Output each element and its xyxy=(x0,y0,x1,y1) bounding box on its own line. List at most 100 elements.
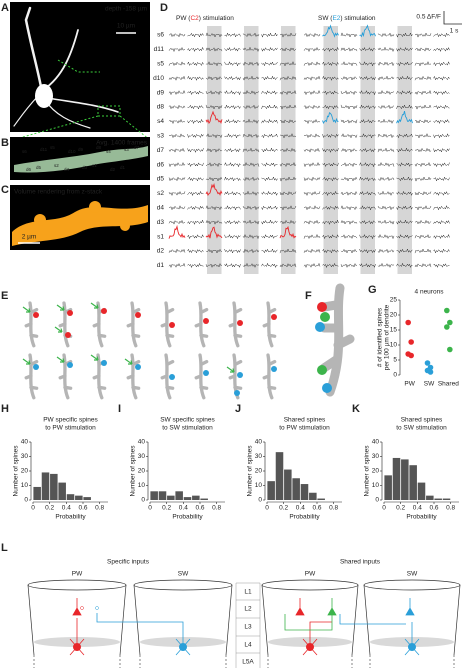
panel-label: B xyxy=(1,137,9,149)
spine-dot xyxy=(101,360,107,366)
spine-dot xyxy=(33,312,39,318)
trace xyxy=(242,219,260,225)
trace xyxy=(359,118,376,124)
trace xyxy=(303,205,321,211)
chart-title: Shared spines xyxy=(401,417,443,424)
point xyxy=(427,369,434,375)
trace xyxy=(205,262,223,269)
trace xyxy=(322,248,339,254)
trace xyxy=(261,32,278,38)
spine-tag: s2 xyxy=(54,163,59,168)
trace xyxy=(322,176,339,182)
trace xyxy=(414,132,432,139)
y-tick-label: 20 xyxy=(255,468,263,475)
trace xyxy=(279,75,297,81)
trace xyxy=(359,75,376,81)
trace xyxy=(279,263,297,268)
chart-title: to SW stimulation xyxy=(396,425,447,432)
y-axis-label: Number of spines xyxy=(247,445,254,497)
trace xyxy=(433,162,450,168)
bar xyxy=(175,491,183,500)
trace xyxy=(242,75,260,81)
panel-label: K xyxy=(352,403,360,415)
trace xyxy=(377,205,395,211)
spine-dot xyxy=(322,383,332,393)
chart-title: to PW stimulation xyxy=(45,425,96,432)
trace xyxy=(224,46,241,52)
spine-dot xyxy=(65,332,71,338)
bar xyxy=(66,494,75,500)
spine-tag: s1 xyxy=(92,163,97,168)
trace xyxy=(303,118,321,125)
y-tick-label: 20 xyxy=(372,468,380,475)
trace xyxy=(322,262,339,269)
trace xyxy=(279,132,297,139)
trace xyxy=(242,161,260,168)
trace xyxy=(414,75,432,81)
spine-tag: s5 xyxy=(50,145,55,150)
bar xyxy=(75,495,83,500)
trace xyxy=(340,119,358,124)
trace xyxy=(242,89,260,96)
title-part: ) stimulation xyxy=(340,15,375,22)
spine-dot xyxy=(203,318,209,324)
row-label: d9 xyxy=(157,89,165,96)
trace xyxy=(261,61,278,67)
trace xyxy=(322,190,339,197)
trace xyxy=(187,219,204,226)
y-tick-label: 40 xyxy=(21,439,29,446)
trace xyxy=(433,147,450,153)
bar xyxy=(317,498,325,500)
panel-label: D xyxy=(160,2,168,14)
dendrite xyxy=(262,301,277,348)
trace xyxy=(168,248,186,254)
trace xyxy=(396,147,413,153)
spine-tag: s4 xyxy=(106,149,111,154)
chart-title: to SW stimulation xyxy=(162,425,213,432)
trace xyxy=(303,190,321,197)
spine-tag: d9 xyxy=(78,147,84,152)
arrow xyxy=(226,366,235,373)
trace xyxy=(359,205,376,211)
column xyxy=(363,584,461,656)
trace xyxy=(322,133,339,139)
layer-label: L1 xyxy=(244,589,252,596)
spine-dot xyxy=(271,314,277,320)
bar xyxy=(392,457,401,500)
y-tick-label: 0 xyxy=(258,497,262,504)
trace xyxy=(224,190,241,196)
trace xyxy=(359,176,376,182)
bar xyxy=(401,459,409,500)
trace xyxy=(359,89,376,96)
trace xyxy=(396,104,413,110)
column-label: SW xyxy=(178,571,189,578)
y-tick-label: 5 xyxy=(393,357,397,364)
trace xyxy=(340,104,358,110)
trace xyxy=(168,147,186,153)
dendrite xyxy=(126,353,141,400)
trace xyxy=(224,133,241,139)
trace xyxy=(187,262,204,269)
trace xyxy=(433,61,450,67)
y-tick-label: 10 xyxy=(138,482,146,489)
image-title: Volume rendering from z-stack xyxy=(14,189,103,196)
dendrite xyxy=(319,283,355,397)
trace xyxy=(377,176,395,182)
spine-dot xyxy=(67,362,73,368)
stim-title: SW (E2) stimulation xyxy=(318,15,376,22)
stim-title: PW (C2) stimulation xyxy=(176,15,234,22)
trace xyxy=(340,219,358,225)
trace xyxy=(169,133,186,139)
trace xyxy=(303,248,321,254)
trace xyxy=(359,104,376,110)
trace xyxy=(187,234,204,240)
panel-label: G xyxy=(368,284,377,296)
trace xyxy=(433,133,450,139)
trace xyxy=(205,162,223,168)
trace xyxy=(322,46,339,53)
column-base xyxy=(369,655,455,668)
x-tick-label: 0.2 xyxy=(162,505,171,512)
trace xyxy=(414,263,432,268)
trace xyxy=(303,46,321,53)
trace xyxy=(168,75,186,81)
